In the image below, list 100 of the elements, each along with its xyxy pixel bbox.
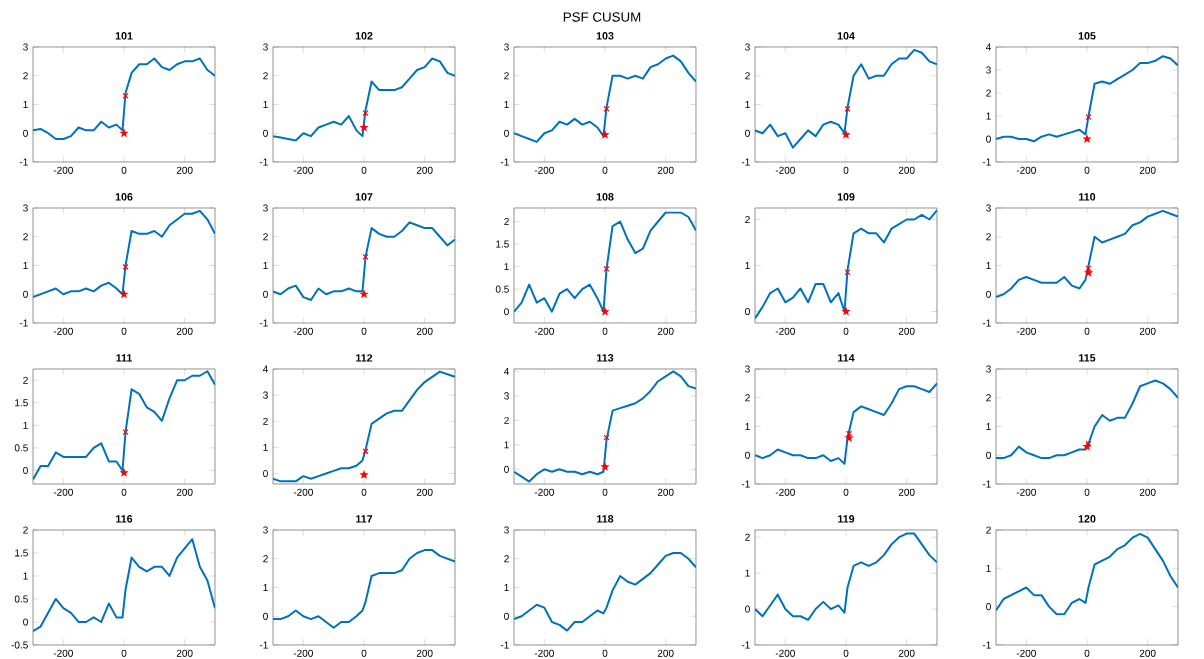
x-tick-label: -200 xyxy=(53,649,73,657)
x-tick-label: 0 xyxy=(602,488,608,496)
x-tick-label: 0 xyxy=(843,649,849,657)
chart-title: 106 xyxy=(115,193,133,201)
y-tick-label: 2 xyxy=(745,72,750,80)
line-series xyxy=(996,532,1178,616)
y-tick-label: 2 xyxy=(504,72,509,80)
y-tick-label: 1 xyxy=(986,423,991,430)
x-tick-label: 200 xyxy=(1139,649,1156,657)
y-tick-label: 0.5 xyxy=(495,285,509,293)
chart-title: 105 xyxy=(1078,32,1096,40)
y-tick-label: 1 xyxy=(504,584,509,591)
y-tick-label: 1 xyxy=(745,569,750,577)
y-tick-label: 4 xyxy=(262,365,269,373)
y-tick-label: 1 xyxy=(986,262,991,269)
x-tick-label: 0 xyxy=(121,649,127,657)
y-tick-label: 3 xyxy=(986,204,991,212)
y-tick-label: 2 xyxy=(986,233,991,241)
y-tick-label: -1 xyxy=(19,319,28,327)
y-tick-label: -1 xyxy=(19,158,28,166)
x-tick-label: 200 xyxy=(657,327,674,335)
y-tick-label: 2 xyxy=(986,394,991,402)
y-tick-label: -1 xyxy=(500,158,509,166)
y-tick-label: 1 xyxy=(23,421,28,429)
y-tick-label: 0 xyxy=(23,466,28,475)
y-tick-label: 0 xyxy=(23,129,28,137)
x-tick-label: -200 xyxy=(534,166,554,174)
line-series xyxy=(755,48,937,149)
y-tick-label: 0 xyxy=(263,612,268,620)
x-tick-label: 0 xyxy=(361,166,367,174)
y-tick-label: 0 xyxy=(745,605,750,613)
chart-title: 115 xyxy=(1079,354,1096,362)
y-tick-label: 1.5 xyxy=(15,399,28,407)
x-tick-label: 200 xyxy=(1139,166,1156,174)
y-tick-label: 3 xyxy=(504,43,509,51)
x-tick-label: -200 xyxy=(775,488,795,496)
x-tick-label: -200 xyxy=(1016,488,1036,496)
y-tick-label: 2 xyxy=(23,376,28,384)
y-tick-label: -1 xyxy=(982,641,991,649)
x-tick-label: 200 xyxy=(898,327,915,335)
y-tick-label: 3 xyxy=(504,392,509,400)
x-tick-label: 0 xyxy=(843,166,849,174)
x-tick-label: 0 xyxy=(121,488,127,496)
x-tick-label: 0 xyxy=(121,166,127,174)
y-tick-label: 2 xyxy=(745,394,750,402)
y-tick-label: 3 xyxy=(504,526,509,534)
chart-title: 111 xyxy=(116,354,133,362)
y-tick-label: 2 xyxy=(504,555,509,563)
y-tick-label: 3 xyxy=(986,365,991,373)
x-tick-label: 0 xyxy=(1084,649,1090,657)
y-tick-label: 2 xyxy=(23,526,28,534)
x-tick-label: 0 xyxy=(843,488,849,496)
y-tick-label: -1 xyxy=(259,641,268,649)
x-tick-label: 0 xyxy=(361,488,367,496)
x-tick-label: 200 xyxy=(176,488,193,496)
y-tick-label: 0 xyxy=(745,451,750,459)
y-tick-label: 1 xyxy=(263,584,268,591)
y-tick-label: 0 xyxy=(23,290,28,298)
line-series xyxy=(33,57,215,140)
chart-title: 107 xyxy=(355,193,373,201)
chart-title: 112 xyxy=(356,354,373,362)
y-tick-label: 0 xyxy=(504,129,509,137)
x-tick-label: -200 xyxy=(293,327,313,335)
y-tick-label: 0.5 xyxy=(14,444,28,452)
y-tick-label: 0 xyxy=(263,290,268,298)
y-tick-label: -1 xyxy=(741,158,750,166)
y-tick-label: 1 xyxy=(263,262,268,269)
y-tick-label: 1 xyxy=(745,262,750,269)
chart-title: 119 xyxy=(838,515,855,523)
x-tick-label: -200 xyxy=(1016,166,1036,174)
line-series xyxy=(755,382,937,465)
x-tick-label: -200 xyxy=(53,166,73,174)
x-tick-label: 200 xyxy=(176,649,193,657)
y-tick-label: 1 xyxy=(745,423,750,430)
line-series xyxy=(755,532,937,621)
x-tick-label: -200 xyxy=(53,327,73,335)
chart-title: 116 xyxy=(116,515,133,523)
y-tick-label: 2 xyxy=(504,218,509,226)
line-series xyxy=(514,54,696,143)
chart-title: 113 xyxy=(597,354,614,362)
y-tick-label: 0 xyxy=(745,129,750,137)
y-tick-label: 0 xyxy=(504,308,509,316)
y-tick-label: 0 xyxy=(23,618,28,626)
x-tick-label: 200 xyxy=(657,488,674,496)
y-tick-label: 0 xyxy=(986,290,991,298)
y-tick-label: -1 xyxy=(259,158,268,166)
x-tick-label: -200 xyxy=(534,649,554,657)
y-tick-label: 2 xyxy=(745,533,750,541)
y-tick-label: 3 xyxy=(986,66,991,74)
chart-title: 108 xyxy=(596,193,614,201)
y-tick-label: 3 xyxy=(23,43,28,51)
x-tick-label: 0 xyxy=(1084,488,1090,496)
x-tick-label: 0 xyxy=(602,649,608,657)
x-tick-label: -200 xyxy=(1016,649,1036,657)
x-tick-label: 0 xyxy=(361,649,367,657)
y-tick-label: 1 xyxy=(986,112,991,120)
y-tick-label: 1 xyxy=(504,101,509,108)
x-tick-label: -200 xyxy=(775,166,795,174)
chart-title: 102 xyxy=(355,32,373,40)
x-tick-label: 200 xyxy=(1139,488,1156,496)
